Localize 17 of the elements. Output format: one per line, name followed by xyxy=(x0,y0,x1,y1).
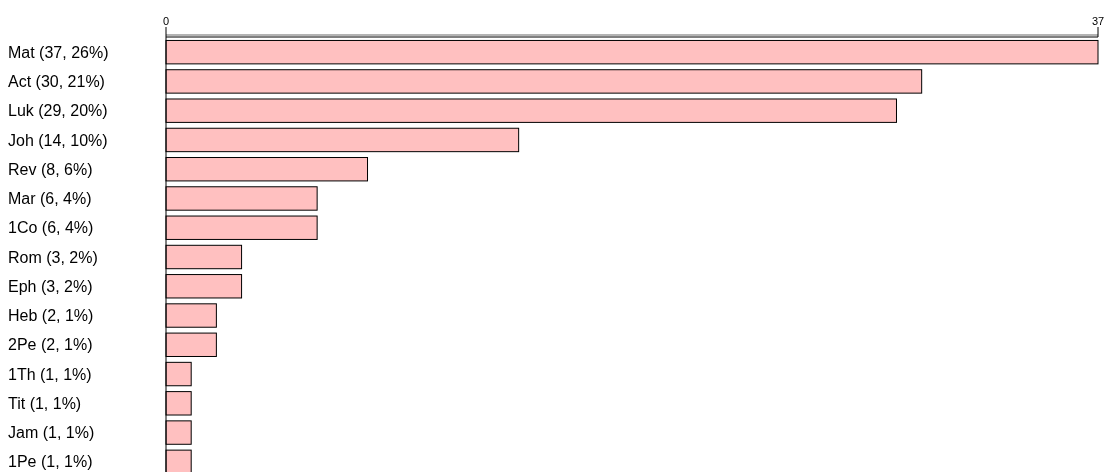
y-tick-label: Luk (29, 20%) xyxy=(8,102,108,120)
y-tick-label: 1Co (6, 4%) xyxy=(8,219,94,237)
y-tick-label: Mar (6, 4%) xyxy=(8,190,92,208)
y-tick-label: Act (30, 21%) xyxy=(8,73,105,91)
y-tick-label: 1Pe (1, 1%) xyxy=(8,453,93,471)
y-tick-label: Mat (37, 26%) xyxy=(8,43,109,61)
y-tick-label: 1Th (1, 1%) xyxy=(8,365,92,383)
y-tick-label: Joh (14, 10%) xyxy=(8,131,108,149)
y-tick-label: Jam (1, 1%) xyxy=(8,424,95,442)
y-tick-label: Heb (2, 1%) xyxy=(8,307,94,325)
y-tick-label: Rev (8, 6%) xyxy=(8,160,93,178)
x-tick-label: 0 xyxy=(162,15,170,27)
y-tick-label: 2Pe (2, 1%) xyxy=(8,336,93,354)
y-tick-label: Tit (1, 1%) xyxy=(8,394,82,412)
y-tick-label: Eph (3, 2%) xyxy=(8,277,93,295)
y-tick-label: Rom (3, 2%) xyxy=(8,248,98,266)
x-tick-label: 37 xyxy=(1091,15,1105,27)
